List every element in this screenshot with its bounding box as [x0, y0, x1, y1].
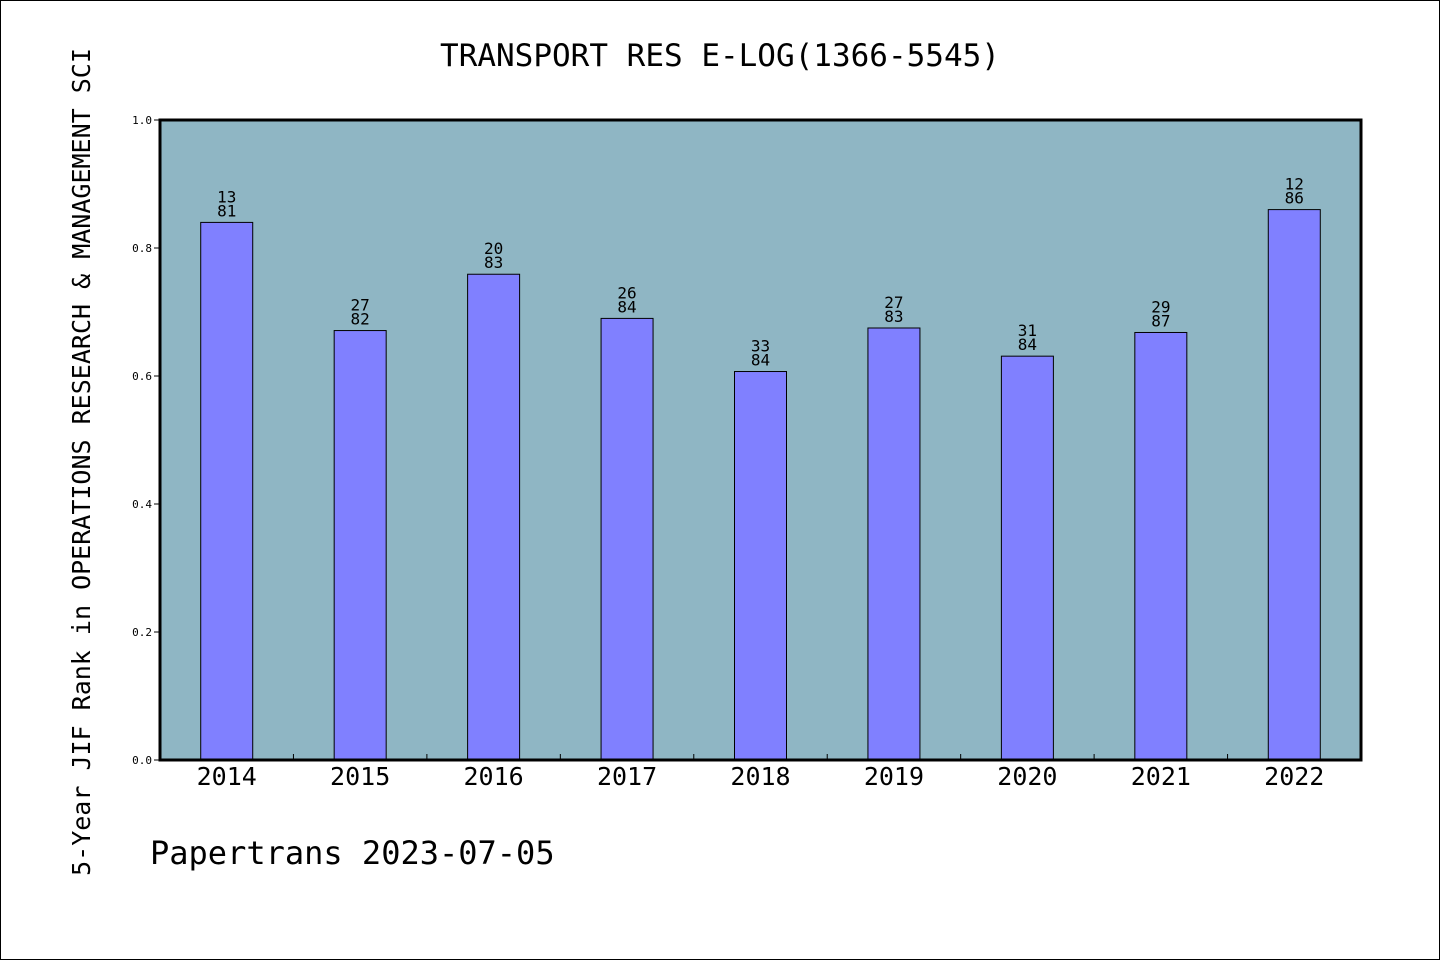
bar-label-2018-total: 84: [751, 351, 770, 370]
footer-text: Papertrans 2023-07-05: [150, 834, 555, 872]
bar-label-2017-total: 84: [617, 297, 636, 316]
x-tick-label-2022: 2022: [1264, 762, 1324, 791]
bar-2019: [867, 327, 921, 761]
bar-2016: [467, 273, 521, 761]
bar-label-2022-rank: 12: [1285, 175, 1304, 194]
bar-2022: [1267, 209, 1321, 761]
x-tick-label-2016: 2016: [464, 762, 524, 791]
bar-label-2020-total: 84: [1018, 335, 1037, 354]
bar-label-2016-rank: 20: [484, 239, 503, 258]
bar-2020: [1000, 355, 1054, 761]
y-tick-label-0.8: 0.8: [132, 242, 152, 255]
bar-label-2015-rank: 27: [351, 296, 370, 315]
x-tick-label-2018: 2018: [730, 762, 790, 791]
x-tick-label-2021: 2021: [1131, 762, 1191, 791]
y-axis: 0.0 0.2 0.4 0.6 0.8 1.0: [132, 114, 160, 767]
x-tick-label-2020: 2020: [997, 762, 1057, 791]
x-tick-label-2017: 2017: [597, 762, 657, 791]
y-axis-label: 5-Year JIF Rank in OPERATIONS RESEARCH &…: [67, 48, 96, 876]
bar-label-2021-rank: 29: [1151, 297, 1170, 316]
bar-2015: [333, 330, 387, 761]
bar-label-2020-rank: 31: [1018, 321, 1037, 340]
bar-2014: [200, 221, 254, 761]
bar-label-2019-total: 83: [884, 307, 903, 326]
x-axis: 2014 2015 2016 2017 2018 2019 2020 2021 2022: [197, 754, 1324, 791]
bar-label-2017-rank: 26: [617, 283, 636, 302]
plot-border: [158, 118, 1363, 762]
y-tick-label-0.2: 0.2: [132, 626, 152, 639]
bar-2018: [734, 371, 787, 761]
x-tick-label-2014: 2014: [197, 762, 257, 791]
y-tick-label-0.4: 0.4: [132, 498, 152, 511]
bar-label-2021-total: 87: [1151, 311, 1170, 330]
bar-label-2019-rank: 27: [884, 293, 903, 312]
y-tick-label-1.0: 1.0: [132, 114, 152, 127]
bar-label-2015-total: 82: [351, 310, 370, 329]
bar-label-2016-total: 83: [484, 253, 503, 272]
y-tick-label-0.6: 0.6: [132, 370, 152, 383]
chart-title: TRANSPORT RES E-LOG(1366-5545): [440, 38, 1000, 74]
x-tick-label-2019: 2019: [864, 762, 924, 791]
bar-label-2018-rank: 33: [751, 337, 770, 356]
bar-label-2014-total: 81: [217, 201, 236, 220]
bar-label-2022-total: 86: [1285, 189, 1304, 208]
bar-label-2014-rank: 13: [217, 187, 236, 206]
bar-2021: [1134, 331, 1188, 761]
bars-layer: [200, 209, 1321, 761]
x-tick-label-2015: 2015: [330, 762, 390, 791]
y-tick-label-0.0: 0.0: [132, 754, 152, 767]
bar-2017: [600, 317, 654, 761]
